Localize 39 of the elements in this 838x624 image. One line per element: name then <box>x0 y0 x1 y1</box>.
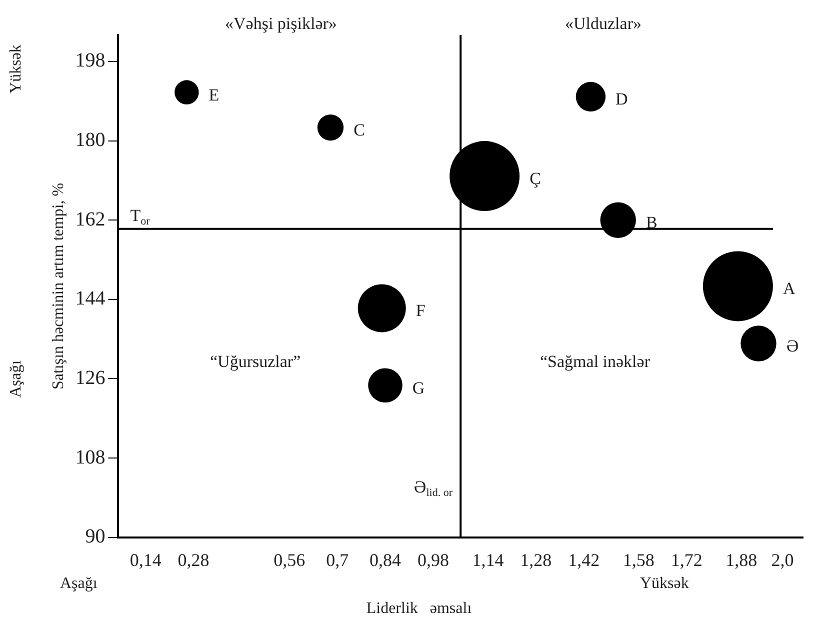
series-label: F <box>416 301 426 320</box>
annotation: “Sağmal inəklər <box>540 352 650 372</box>
text: Aşağı <box>8 360 26 398</box>
text: «Vəhşi pişiklər» <box>225 14 337 34</box>
x-tick-label: 1,88 <box>726 550 758 570</box>
text: Yüksək <box>7 44 26 94</box>
x-tick-label: 0,14 <box>130 550 162 570</box>
y-tick-label: 90 <box>85 526 106 548</box>
y-tick-label: 126 <box>75 366 106 389</box>
x-tick-label: 1,14 <box>472 550 504 570</box>
x-tick-label: 0,28 <box>178 550 210 570</box>
annotation: “Uğursuzlar” <box>210 352 301 372</box>
y-tick-label: 198 <box>75 50 106 72</box>
series-label: B <box>646 213 658 232</box>
x-tick-label: 0,56 <box>274 550 306 570</box>
x-tick-label: 1,28 <box>520 550 552 570</box>
x-tick-label: 0,98 <box>417 550 449 570</box>
x-tick-label: 1,58 <box>622 550 654 570</box>
y-tick-label: 180 <box>75 129 106 152</box>
x-tick-label: 0,84 <box>370 550 402 570</box>
series-label: Ə <box>786 336 799 356</box>
x-tick-label: 2,0 <box>771 550 794 570</box>
text: Aşağı <box>60 575 98 593</box>
x-tick-label: 1,42 <box>568 550 600 570</box>
x-tick-label: 1,72 <box>670 550 702 570</box>
x-axis-title: Liderlik əmsalı <box>365 600 473 618</box>
y-axis-title: Satışın həcminin artım tempi, % <box>50 182 67 390</box>
y-tick-label: 144 <box>75 288 106 310</box>
text: Yüksək <box>640 575 689 593</box>
series-label: D <box>616 90 628 109</box>
series-label: C <box>354 120 365 140</box>
x-tick-label: 0,7 <box>326 550 349 570</box>
series-label: A <box>782 279 796 298</box>
series-label: E <box>208 85 220 104</box>
y-tick-label: 108 <box>75 446 106 468</box>
series-label: Ç <box>530 169 541 188</box>
text: «Ulduzlar» <box>565 14 642 34</box>
y-tick-label: 162 <box>75 208 106 230</box>
series-label: G <box>412 378 425 398</box>
